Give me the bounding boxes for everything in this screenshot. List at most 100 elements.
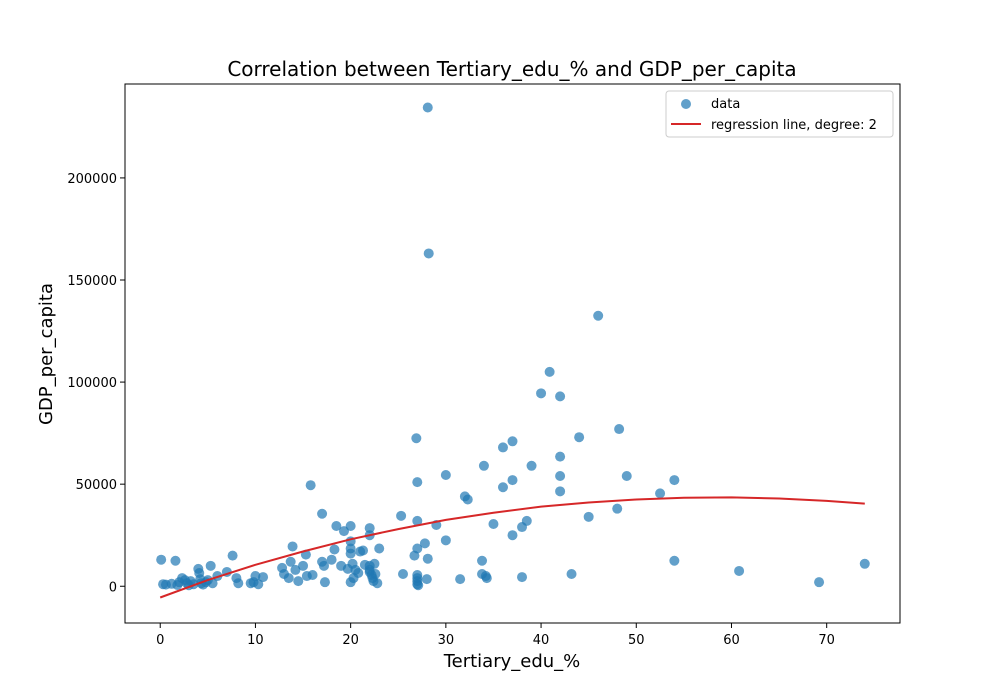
data-point xyxy=(593,310,604,321)
y-axis-label: GDP_per_capita xyxy=(36,283,57,425)
data-point xyxy=(170,555,181,566)
data-point xyxy=(481,573,492,584)
data-point xyxy=(353,567,364,578)
data-point xyxy=(478,460,489,471)
data-point xyxy=(412,515,423,526)
data-point xyxy=(422,553,433,564)
data-points xyxy=(156,102,870,591)
data-point xyxy=(455,574,466,585)
data-point xyxy=(536,388,547,399)
data-point xyxy=(614,424,625,435)
data-point xyxy=(814,577,825,588)
plot-area xyxy=(124,83,901,624)
x-tick-label: 40 xyxy=(533,633,550,648)
x-tick-label: 50 xyxy=(628,633,645,648)
data-point xyxy=(734,565,745,576)
data-point xyxy=(156,554,167,565)
data-point xyxy=(307,570,318,581)
chart-title: Correlation between Tertiary_edu_% and G… xyxy=(227,57,796,81)
data-point xyxy=(398,569,409,579)
x-tick-label: 0 xyxy=(156,633,164,648)
data-point xyxy=(374,543,385,554)
data-point xyxy=(369,558,380,569)
y-tick-label: 0 xyxy=(109,580,117,595)
data-point xyxy=(517,572,528,583)
data-point xyxy=(544,366,555,377)
data-point xyxy=(521,515,532,526)
data-point xyxy=(233,578,244,589)
data-point xyxy=(258,572,269,583)
regression-line xyxy=(159,496,865,599)
data-point xyxy=(345,577,356,588)
data-point xyxy=(555,391,566,402)
data-point xyxy=(253,579,264,590)
x-axis-label: Tertiary_edu_% xyxy=(443,651,581,672)
data-point xyxy=(507,475,518,486)
data-point xyxy=(305,480,316,491)
x-tick-label: 20 xyxy=(342,633,359,648)
data-point xyxy=(423,248,434,259)
data-point xyxy=(329,544,340,555)
data-point xyxy=(412,543,423,554)
data-point xyxy=(283,573,294,584)
data-point xyxy=(422,102,433,113)
data-point xyxy=(669,555,680,566)
regression-line-group xyxy=(159,496,865,599)
data-point xyxy=(413,580,424,591)
data-point xyxy=(285,556,296,567)
data-point xyxy=(411,433,422,444)
data-point xyxy=(290,564,301,575)
data-point xyxy=(293,576,304,587)
y-tick-label: 200000 xyxy=(67,172,117,187)
data-point xyxy=(497,482,508,493)
data-point xyxy=(319,577,330,588)
data-point xyxy=(396,510,407,521)
data-point xyxy=(205,560,216,571)
data-point xyxy=(621,471,632,481)
data-point xyxy=(462,494,473,505)
data-point xyxy=(497,442,508,453)
data-point xyxy=(227,550,238,561)
data-point xyxy=(345,521,356,532)
data-point xyxy=(555,486,566,497)
x-axis: 0 10 20 30 40 50 60 70 xyxy=(156,623,835,648)
data-point xyxy=(298,560,309,571)
data-point xyxy=(507,436,518,447)
y-tick-label: 50000 xyxy=(76,478,117,493)
data-point xyxy=(507,530,518,541)
y-tick-label: 100000 xyxy=(67,376,117,391)
data-point xyxy=(669,475,680,486)
data-point xyxy=(421,574,432,585)
data-point xyxy=(326,554,337,565)
data-point xyxy=(440,535,451,546)
data-point xyxy=(566,569,577,579)
data-point xyxy=(583,511,594,522)
y-axis: 0 50000 100000 150000 200000 xyxy=(67,172,125,595)
data-point xyxy=(555,451,566,462)
x-tick-label: 30 xyxy=(438,633,455,648)
data-point xyxy=(207,578,218,589)
data-point xyxy=(318,560,329,571)
data-point xyxy=(555,471,566,481)
legend: data regression line, degree: 2 xyxy=(665,90,894,138)
data-point xyxy=(440,469,451,480)
data-point xyxy=(412,477,423,488)
data-point xyxy=(370,569,381,579)
x-tick-label: 60 xyxy=(723,633,740,648)
legend-marker-data xyxy=(681,99,691,109)
data-point xyxy=(488,518,499,529)
data-point xyxy=(419,538,430,549)
data-point xyxy=(526,460,537,471)
data-point xyxy=(331,521,342,532)
data-point xyxy=(287,541,298,552)
data-point xyxy=(317,508,328,519)
legend-label-regression: regression line, degree: 2 xyxy=(711,118,877,133)
data-point xyxy=(372,578,383,589)
data-point xyxy=(364,523,375,534)
data-point xyxy=(859,558,870,569)
data-point xyxy=(477,555,488,566)
x-tick-label: 70 xyxy=(818,633,835,648)
data-point xyxy=(655,488,666,499)
data-point xyxy=(574,432,585,443)
x-tick-label: 10 xyxy=(247,633,264,648)
